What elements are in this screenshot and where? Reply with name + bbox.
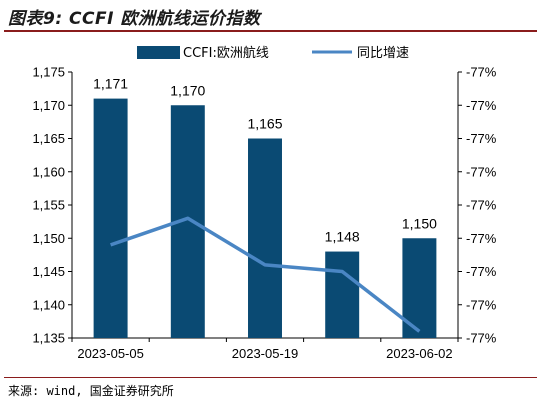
- chart-canvas: CCFI:欧洲航线 同比增速 1,175 1,170 1,165 1,160 1,155…: [32, 45, 496, 362]
- right-tick-label: -77%: [466, 231, 497, 246]
- left-tick-label: 1,175: [32, 65, 65, 80]
- left-tick-label: 1,170: [32, 98, 65, 113]
- right-tick-label: -77%: [466, 264, 497, 279]
- bar-value-label: 1,171: [93, 76, 128, 92]
- source-note: 来源: wind, 国金证券研究所: [8, 384, 174, 398]
- legend-bar-label: CCFI:欧洲航线: [183, 45, 269, 61]
- bar: [325, 251, 360, 338]
- x-tick-label: 2023-05-05: [77, 346, 144, 361]
- bar: [93, 98, 128, 338]
- plot-area: 1,175 1,170 1,165 1,160 1,155 1,150 1,145 1,140…: [32, 65, 496, 362]
- x-tick-label: 2023-06-02: [386, 346, 453, 361]
- bar-value-label: 1,148: [325, 229, 360, 245]
- chart-title: 图表9: CCFI 欧洲航线运价指数: [8, 9, 261, 29]
- right-tick-label: -77%: [466, 164, 497, 179]
- bar-value-label: 1,150: [402, 215, 437, 231]
- left-tick-label: 1,155: [32, 198, 65, 213]
- right-tick-label: -77%: [466, 131, 497, 146]
- legend-line-label: 同比增速: [357, 46, 409, 61]
- left-tick-label: 1,165: [32, 131, 65, 146]
- right-tick-label: -77%: [466, 297, 497, 312]
- left-tick-label: 1,140: [32, 297, 65, 312]
- left-tick-label: 1,150: [32, 231, 65, 246]
- bar-value-label: 1,165: [247, 116, 282, 132]
- left-tick-label: 1,135: [32, 331, 65, 346]
- legend-bar-swatch: [137, 46, 180, 59]
- right-tick-label: -77%: [466, 98, 497, 113]
- legend: CCFI:欧洲航线 同比增速: [137, 45, 409, 61]
- right-tick-label: -77%: [466, 65, 497, 80]
- x-tick-label: 2023-05-19: [232, 346, 299, 361]
- bar: [248, 138, 282, 338]
- right-tick-label: -77%: [466, 198, 497, 213]
- left-tick-label: 1,145: [32, 264, 65, 279]
- left-tick-label: 1,160: [32, 164, 65, 179]
- bar-value-label: 1,170: [170, 82, 205, 98]
- title-divider: [4, 30, 537, 32]
- footer-divider: [4, 377, 537, 378]
- right-tick-label: -77%: [466, 331, 497, 346]
- growth-rate-line: [110, 216, 421, 333]
